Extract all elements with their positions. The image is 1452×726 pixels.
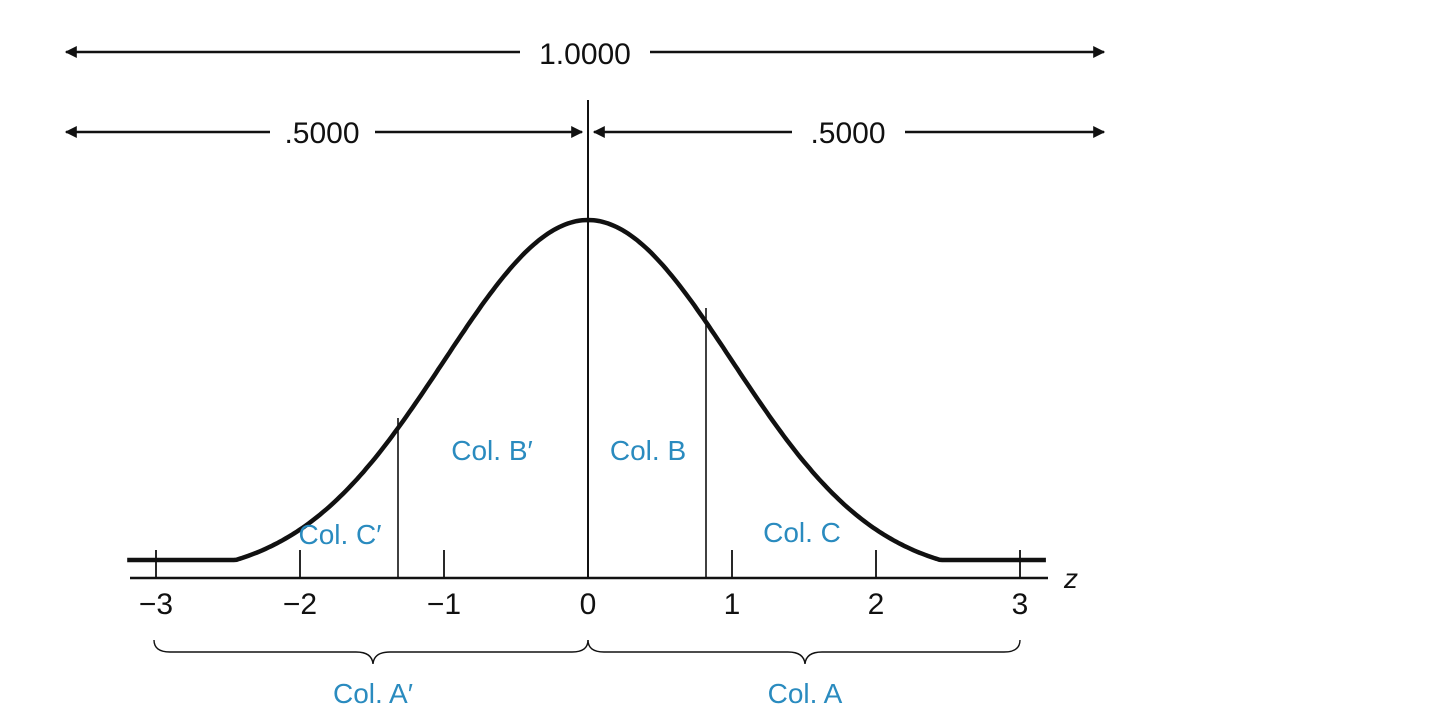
right-half-label: .5000 — [810, 117, 885, 150]
axis-tick-labels: −3 −2 −1 0 1 2 3 — [139, 588, 1028, 621]
right-brace — [587, 639, 1021, 665]
normal-curve — [127, 217, 1046, 563]
tick-label-neg2: −2 — [283, 588, 317, 621]
left-brace — [153, 639, 589, 665]
col-a-label: Col. A — [768, 678, 843, 709]
tick-label-neg3: −3 — [139, 588, 173, 621]
col-a-prime-label: Col. A′ — [333, 678, 413, 709]
tick-label-3: 3 — [1012, 588, 1029, 621]
col-c-prime-label: Col. C′ — [298, 519, 381, 550]
tick-label-neg1: −1 — [427, 588, 461, 621]
total-area-arrow: 1.0000 — [64, 38, 1106, 71]
right-half-arrow: .5000 — [592, 117, 1106, 150]
left-half-arrow: .5000 — [64, 117, 584, 150]
tick-label-2: 2 — [868, 588, 885, 621]
total-area-label: 1.0000 — [539, 38, 631, 71]
left-half-label: .5000 — [284, 117, 359, 150]
axis-ticks — [155, 550, 1021, 578]
col-b-label: Col. B — [610, 435, 686, 466]
col-b-prime-label: Col. B′ — [451, 435, 533, 466]
z-axis-label: z — [1063, 563, 1078, 594]
col-c-label: Col. C — [763, 517, 841, 548]
tick-label-0: 0 — [580, 588, 597, 621]
tick-label-1: 1 — [724, 588, 741, 621]
